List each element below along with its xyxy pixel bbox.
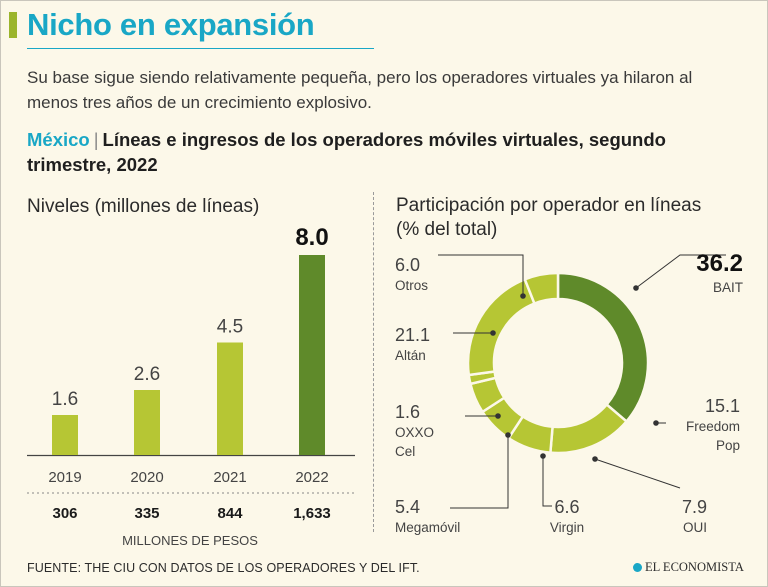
logo-mark-icon	[633, 563, 642, 572]
donut-value-label: 36.2	[696, 250, 743, 277]
donut-value-label: 15.1	[705, 396, 740, 416]
donut-leader-line	[635, 254, 726, 289]
donut-leader-line	[594, 458, 681, 489]
donut-leader-dot	[540, 453, 546, 459]
source-note: FUENTE: THE CIU CON DATOS DE LOS OPERADO…	[27, 561, 420, 575]
bar	[52, 415, 78, 455]
publisher-logo: EL ECONOMISTA	[633, 560, 744, 575]
chart-heading-text: Líneas e ingresos de los operadores móvi…	[27, 129, 666, 175]
title-underline	[27, 48, 374, 49]
bar-value-label: 4.5	[217, 317, 243, 338]
donut-panel-title-line2: (% del total)	[396, 219, 498, 240]
donut-category-label: Pop	[716, 438, 740, 453]
donut-category-label: Virgin	[550, 520, 584, 535]
panel-divider	[373, 192, 374, 532]
donut-leader-dot	[653, 420, 659, 426]
bar-value-label: 8.0	[295, 224, 328, 251]
donut-leader-dot	[592, 456, 598, 462]
donut-leader-line	[438, 254, 524, 296]
donut-chart: 36.2 BAIT 15.1 Freedom Pop 7.9 OUI 6.6 Virgin 5.4…	[395, 250, 743, 535]
donut-leader-dot	[633, 285, 639, 291]
revenue-unit-label: MILLONES DE PESOS	[122, 533, 258, 548]
donut-slice	[523, 271, 560, 306]
bar-chart: 1.6 2019 306 2.6 2020 335 4.5 2021 844 8.0 2022 1,6…	[27, 224, 355, 548]
x-axis-tick-label: 2022	[295, 469, 328, 486]
donut-panel-title-line1: Participación por operador en líneas	[396, 195, 702, 216]
donut-value-label: 6.0	[395, 255, 420, 275]
bar-panel-title: Niveles (millones de líneas)	[27, 196, 260, 217]
donut-value-label: 1.6	[395, 402, 420, 422]
bar-value-label: 1.6	[52, 389, 78, 410]
donut-leader-dot	[505, 432, 511, 438]
donut-slice	[556, 271, 650, 424]
donut-leader-dot	[495, 413, 501, 419]
bar	[134, 390, 160, 455]
revenue-value-label: 1,633	[293, 505, 331, 522]
donut-leader-line	[450, 435, 509, 509]
donut-value-label: 6.6	[554, 497, 579, 517]
x-axis-tick-label: 2019	[48, 469, 81, 486]
donut-leader-line	[542, 456, 552, 507]
bar	[217, 342, 243, 455]
x-axis-tick-label: 2021	[213, 469, 246, 486]
donut-leader-dot	[490, 330, 496, 336]
donut-category-label: BAIT	[713, 280, 743, 295]
donut-leader-dot	[520, 293, 526, 299]
page-title: Nicho en expansión	[27, 7, 315, 42]
subtitle: Su base sigue siendo relativamente peque…	[27, 68, 693, 112]
donut-category-label: Otros	[395, 278, 428, 293]
chart-heading: México | Líneas e ingresos de los operador…	[27, 127, 747, 177]
donut-category-label: OXXO	[395, 425, 434, 440]
donut-category-label: OUI	[683, 520, 707, 535]
donut-panel-title: Participación por operador en líneas (% …	[396, 194, 701, 242]
chart-heading-separator: |	[93, 129, 99, 150]
revenue-value-label: 306	[52, 505, 77, 522]
chart-heading-country: México	[27, 129, 90, 150]
revenue-value-label: 844	[217, 505, 243, 522]
logo-text: EL ECONOMISTA	[645, 560, 744, 574]
donut-category-label: Freedom	[686, 419, 740, 434]
revenue-value-label: 335	[134, 505, 159, 522]
donut-value-label: 7.9	[682, 497, 707, 517]
donut-slice	[549, 402, 629, 455]
x-axis-tick-label: 2020	[130, 469, 163, 486]
donut-category-label: Cel	[395, 444, 415, 459]
donut-value-label: 21.1	[395, 325, 430, 345]
donut-value-label: 5.4	[395, 497, 420, 517]
bar-value-label: 2.6	[134, 364, 160, 385]
donut-category-label: Altán	[395, 348, 426, 363]
donut-category-label: Megamóvil	[395, 520, 460, 535]
title-accent-bar	[9, 12, 17, 38]
bar	[299, 255, 325, 455]
